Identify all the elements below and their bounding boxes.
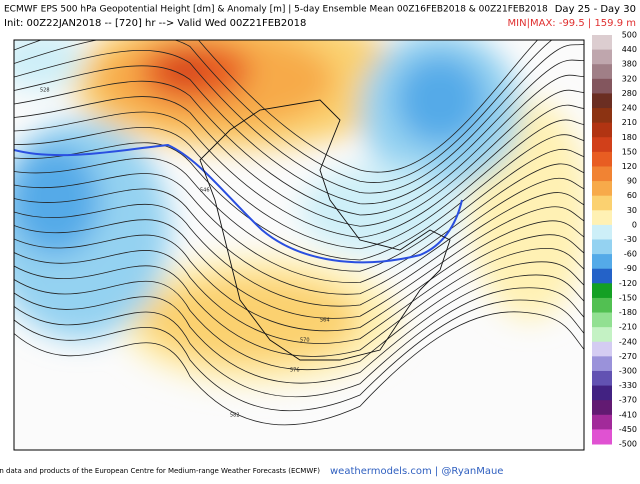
height-contours [14,40,584,426]
contour [14,261,584,370]
subtitle: Init: 00Z22JAN2018 -- [720] hr --> Valid… [4,18,306,29]
credit: This service is based on data and produc… [0,467,320,475]
colorbar-swatch [592,312,612,328]
colorbar-swatch [592,370,612,387]
colorbar-label: 30 [627,206,637,215]
contour-label: 582 [230,413,240,419]
colorbar-label: 150 [622,147,637,156]
contour [14,119,584,250]
colorbar-label: -330 [619,381,637,390]
colorbar-swatch [592,268,612,284]
colorbar-swatch [592,429,612,445]
min-max: MIN|MAX: -99.5 | 159.9 m [508,18,636,29]
colorbar-label: 240 [622,104,637,113]
contour [14,206,584,319]
colorbar-swatch [592,210,612,226]
contour [14,234,584,344]
colorbar-swatch [592,122,612,138]
colorbar-label: 0 [632,220,637,229]
colorbar-swatch [592,49,612,65]
colorbar-swatch [592,283,612,299]
colorbar-swatch [592,297,612,314]
contour [14,247,584,357]
colorbar-label: 500 [622,31,637,40]
colorbar-swatch [592,64,612,80]
colorbar-label: 90 [627,177,637,186]
contour-label: 546 [200,188,210,194]
site: weathermodels.com | @RyanMaue [330,466,503,477]
contour-label: 528 [40,88,50,94]
colorbar-label: -300 [619,366,637,375]
colorbar-label: -90 [624,264,637,273]
colorbar: 500 440 380 320 280 240 210 180 150 120 90 60 30 0 -30… [592,31,637,449]
colorbar-label: 320 [622,74,637,83]
colorbar-label: -30 [624,235,637,244]
period: Day 25 - Day 30 [555,4,636,15]
colorbar-swatch [592,327,612,343]
colorbar-label: -210 [619,323,637,332]
colorbar-swatch [592,108,612,124]
colorbar-label: -500 [619,440,637,449]
contour-label: 564 [320,318,330,324]
colorbar-swatch [592,356,612,372]
map: 528 546 570 576 582 564 [14,40,584,450]
colorbar-label: 210 [622,118,637,127]
colorbar-swatch [592,93,612,109]
contour [14,311,584,426]
contour-labels: 528 546 570 576 582 564 [40,88,330,419]
colorbar-swatch [592,137,612,153]
colorbar-label: 440 [622,45,637,54]
colorbar-label: -60 [624,250,637,259]
colorbar-label: -270 [619,352,637,361]
map-frame [13,39,585,451]
contour [14,148,584,272]
contour [14,40,539,173]
colorbar-swatch [592,341,612,357]
contour [14,177,584,295]
colorbar-label: 120 [622,162,637,171]
colorbar-swatch [592,414,612,430]
contour [14,134,584,261]
colorbar-label: 180 [622,133,637,142]
colorbar-label: 60 [627,191,637,200]
colorbar-swatch [592,181,612,197]
contour [14,192,584,307]
colorbar-label: 280 [622,89,637,98]
highlight-contour [14,143,463,264]
contour [14,74,584,216]
colorbar-label: 380 [622,60,637,69]
colorbar-swatch [592,35,612,51]
colorbar-label: -240 [619,337,637,346]
colorbar-swatch [592,166,612,182]
colorbar-swatch [592,385,612,401]
contour [14,44,584,194]
colorbar-label: -450 [619,425,637,434]
colorbar-label: -370 [619,396,637,405]
contour [14,274,584,384]
contour [14,40,553,183]
coastline [199,99,451,361]
colorbar-label: -150 [619,293,637,302]
contour [14,287,584,398]
colorbar-swatch [592,224,612,240]
colorbar-label: -180 [619,308,637,317]
contour-label: 570 [300,338,310,344]
colorbar-swatch [592,239,612,255]
contour [14,299,584,412]
colorbar-swatch [592,400,612,416]
colorbar-label: -120 [619,279,637,288]
title: ECMWF EPS 500 hPa Geopotential Height [d… [4,5,548,15]
contour-label: 576 [290,368,300,374]
colorbar-swatch [592,195,612,211]
contour [14,163,584,283]
colorbar-label: -410 [619,410,637,419]
contour [14,104,584,238]
colorbar-swatch [592,254,612,270]
colorbar-swatch [592,151,612,167]
contour [14,220,584,332]
colorbar-swatch [592,78,612,94]
contour [14,59,584,205]
